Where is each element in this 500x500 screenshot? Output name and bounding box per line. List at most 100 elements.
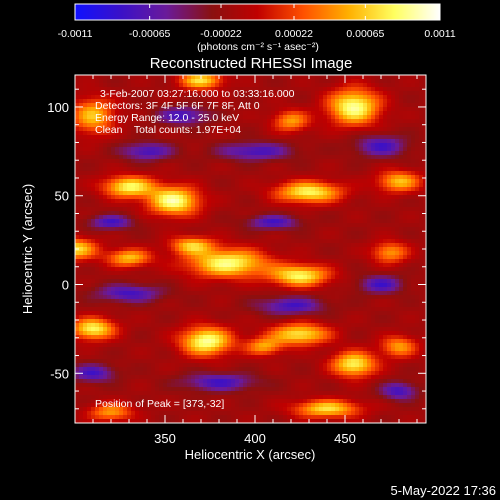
heatmap-cell — [227, 415, 232, 420]
heatmap-cell — [107, 331, 112, 336]
heatmap-cell — [275, 363, 280, 368]
heatmap-cell — [303, 83, 308, 88]
heatmap-cell — [283, 319, 288, 324]
heatmap-cell — [111, 139, 116, 144]
heatmap-cell — [203, 171, 208, 176]
heatmap-cell — [103, 395, 108, 400]
heatmap-cell — [147, 235, 152, 240]
heatmap-cell — [275, 151, 280, 156]
heatmap-cell — [231, 211, 236, 216]
heatmap-cell — [195, 319, 200, 324]
heatmap-cell — [91, 111, 96, 116]
heatmap-cell — [259, 187, 264, 192]
heatmap-cell — [183, 283, 188, 288]
heatmap-cell — [155, 223, 160, 228]
heatmap-cell — [155, 387, 160, 392]
heatmap-cell — [227, 335, 232, 340]
heatmap-cell — [275, 231, 280, 236]
heatmap-cell — [83, 259, 88, 264]
heatmap-cell — [115, 167, 120, 172]
heatmap-cell — [163, 107, 168, 112]
heatmap-cell — [231, 75, 236, 80]
heatmap-cell — [271, 223, 276, 228]
heatmap-cell — [123, 267, 128, 272]
heatmap-cell — [183, 171, 188, 176]
heatmap-cell — [107, 207, 112, 212]
heatmap-cell — [175, 359, 180, 364]
heatmap-cell — [187, 255, 192, 260]
heatmap-cell — [283, 271, 288, 276]
heatmap-cell — [99, 139, 104, 144]
heatmap-cell — [279, 215, 284, 220]
heatmap-cell — [107, 315, 112, 320]
heatmap-cell — [243, 239, 248, 244]
heatmap-cell — [175, 319, 180, 324]
heatmap-cell — [211, 235, 216, 240]
heatmap-cell — [79, 79, 84, 84]
heatmap-cell — [291, 195, 296, 200]
heatmap-cell — [227, 211, 232, 216]
heatmap-cell — [223, 267, 228, 272]
heatmap-cell — [151, 283, 156, 288]
heatmap-cell — [251, 119, 256, 124]
heatmap-cell — [79, 335, 84, 340]
heatmap-cell — [187, 103, 192, 108]
heatmap-cell — [247, 279, 252, 284]
heatmap-cell — [75, 127, 80, 132]
heatmap-cell — [295, 279, 300, 284]
heatmap-cell — [175, 127, 180, 132]
heatmap-cell — [195, 147, 200, 152]
heatmap-cell — [227, 83, 232, 88]
heatmap-cell — [103, 251, 108, 256]
heatmap-cell — [255, 415, 260, 420]
heatmap-cell — [83, 291, 88, 296]
heatmap-cell — [95, 191, 100, 196]
heatmap-cell — [207, 135, 212, 140]
heatmap-cell — [271, 247, 276, 252]
heatmap-cell — [279, 79, 284, 84]
heatmap-cell — [151, 195, 156, 200]
heatmap-cell — [107, 219, 112, 224]
heatmap-cell — [175, 407, 180, 412]
heatmap-cell — [147, 351, 152, 356]
heatmap-cell — [267, 167, 272, 172]
heatmap-cell — [119, 259, 124, 264]
heatmap-cell — [195, 375, 200, 380]
heatmap-cell — [211, 335, 216, 340]
heatmap-cell — [239, 323, 244, 328]
heatmap-cell — [111, 167, 116, 172]
heatmap-cell — [155, 395, 160, 400]
heatmap-cell — [179, 291, 184, 296]
heatmap-cell — [139, 339, 144, 344]
heatmap-cell — [139, 115, 144, 120]
heatmap-cell — [167, 307, 172, 312]
heatmap-cell — [279, 219, 284, 224]
heatmap-cell — [87, 131, 92, 136]
heatmap-cell — [187, 311, 192, 316]
heatmap-cell — [155, 227, 160, 232]
heatmap-cell — [187, 287, 192, 292]
heatmap-cell — [287, 371, 292, 376]
heatmap-cell — [107, 167, 112, 172]
heatmap-cell — [127, 311, 132, 316]
heatmap-cell — [171, 255, 176, 260]
heatmap-cell — [147, 391, 152, 396]
heatmap-cell — [287, 279, 292, 284]
heatmap-cell — [131, 351, 136, 356]
heatmap-cell — [163, 227, 168, 232]
heatmap-cell — [243, 327, 248, 332]
heatmap-cell — [79, 83, 84, 88]
heatmap-cell — [87, 295, 92, 300]
heatmap-cell — [191, 159, 196, 164]
heatmap-cell — [267, 115, 272, 120]
heatmap-cell — [151, 143, 156, 148]
heatmap-cell — [279, 231, 284, 236]
heatmap-cell — [219, 247, 224, 252]
heatmap-cell — [231, 111, 236, 116]
heatmap-cell — [287, 219, 292, 224]
heatmap-cell — [271, 395, 276, 400]
heatmap-cell — [291, 347, 296, 352]
heatmap-cell — [79, 263, 84, 268]
heatmap-cell — [175, 239, 180, 244]
heatmap-cell — [91, 227, 96, 232]
